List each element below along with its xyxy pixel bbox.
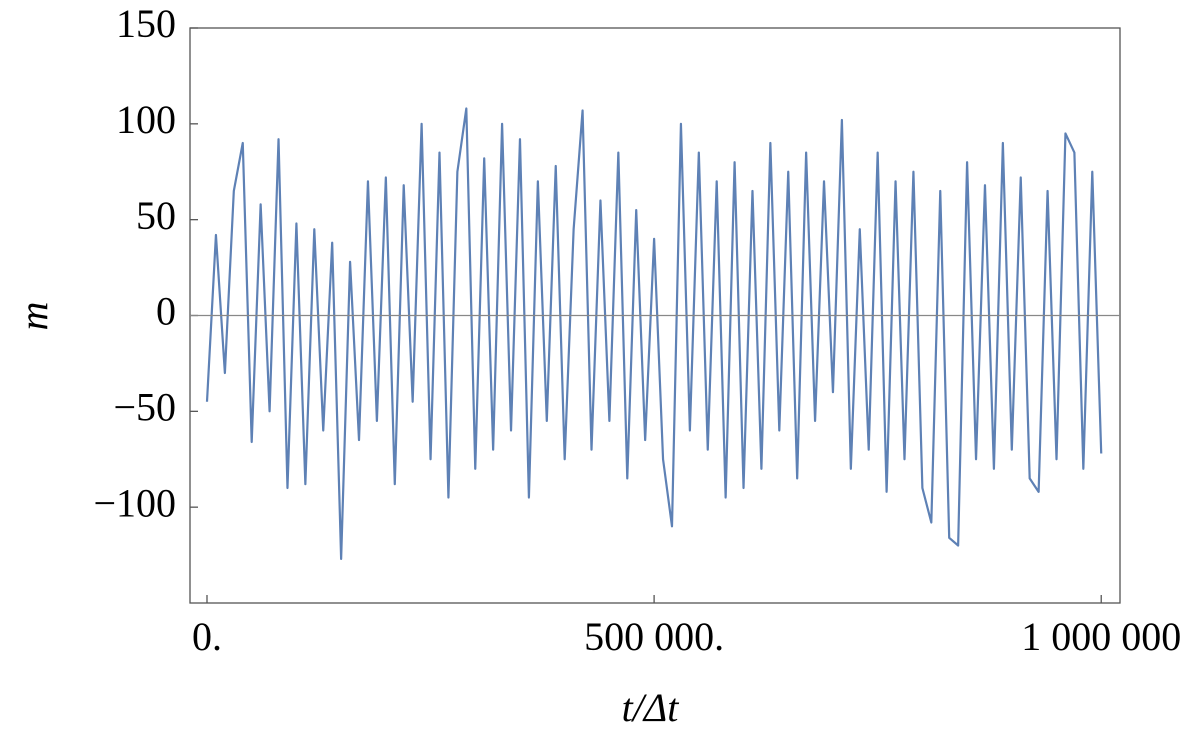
- y-tick-label: −50: [113, 385, 176, 430]
- x-tick-label: 500 000.: [584, 614, 724, 659]
- data-line: [205, 107, 1103, 561]
- y-tick-label: 0: [156, 289, 176, 334]
- y-axis-label: m: [11, 302, 56, 331]
- y-tick-label: 100: [116, 97, 176, 142]
- y-tick-label: 50: [136, 193, 176, 238]
- x-axis-label: t/Δt: [622, 685, 680, 730]
- y-tick-label: −100: [93, 480, 176, 525]
- x-tick-label: 1 000 000: [1021, 614, 1181, 659]
- x-tick-label: 0.: [192, 614, 222, 659]
- y-tick-label: 150: [116, 1, 176, 46]
